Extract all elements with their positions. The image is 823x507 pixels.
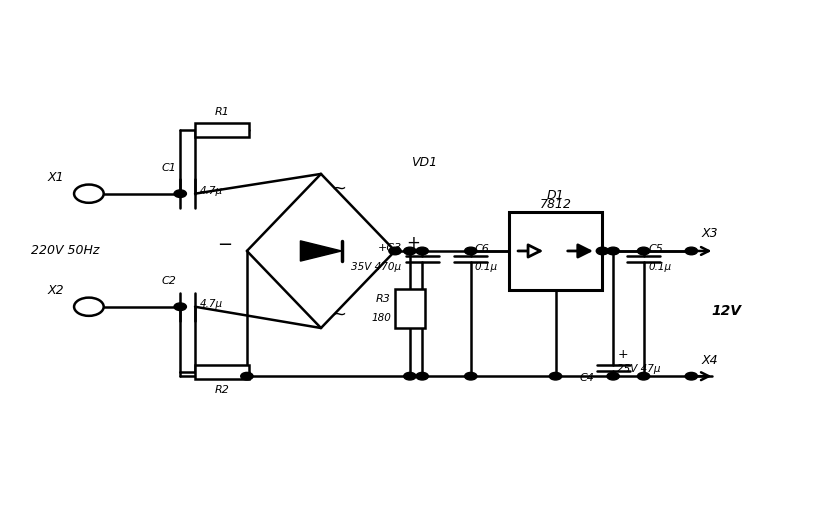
Circle shape [416,247,428,255]
Circle shape [685,372,697,380]
Text: 220V 50Hz: 220V 50Hz [31,244,100,257]
Text: ~: ~ [331,306,346,324]
Circle shape [607,372,619,380]
Text: +: + [617,348,628,361]
Circle shape [240,372,253,380]
Text: C2: C2 [161,276,176,286]
Text: R2: R2 [214,385,230,395]
Circle shape [685,247,697,255]
Text: +C3: +C3 [378,243,402,253]
Circle shape [416,372,428,380]
Text: −: − [217,236,232,254]
Text: C4: C4 [579,373,594,383]
Text: X2: X2 [48,283,64,297]
Text: 4.7μ: 4.7μ [200,299,223,309]
Text: 1M: 1M [213,367,230,377]
Text: 12V: 12V [712,304,742,318]
Circle shape [403,247,416,255]
Circle shape [464,247,477,255]
Polygon shape [300,241,342,261]
Text: C1: C1 [161,163,176,173]
Text: 35V 470μ: 35V 470μ [351,262,402,272]
Text: 7812: 7812 [540,198,571,211]
Text: +: + [407,234,421,252]
Circle shape [637,372,650,380]
Text: X1: X1 [48,170,64,184]
Text: C5: C5 [649,243,663,254]
Bar [395,289,425,328]
Text: 0.1μ: 0.1μ [649,262,672,272]
Text: 0.1μ: 0.1μ [475,262,498,272]
Text: 1M: 1M [213,125,230,135]
Text: 25V 47μ: 25V 47μ [617,364,661,374]
Circle shape [403,372,416,380]
Text: X3: X3 [701,227,718,240]
Text: R3: R3 [376,295,391,304]
Bar [195,123,249,137]
Bar [509,212,602,290]
Text: R1: R1 [214,107,230,117]
Text: D1: D1 [546,189,565,202]
Bar [195,365,249,379]
Circle shape [174,303,186,310]
Circle shape [637,247,650,255]
Circle shape [550,372,562,380]
Circle shape [607,247,619,255]
Text: ~: ~ [331,180,346,198]
Text: C6: C6 [475,243,490,254]
Circle shape [174,190,186,198]
Circle shape [464,372,477,380]
Circle shape [596,247,609,255]
Text: 180: 180 [371,313,391,322]
Text: VD1: VD1 [412,156,438,169]
Text: X4: X4 [701,354,718,367]
Circle shape [388,247,402,255]
Text: 4.7μ: 4.7μ [200,186,223,196]
